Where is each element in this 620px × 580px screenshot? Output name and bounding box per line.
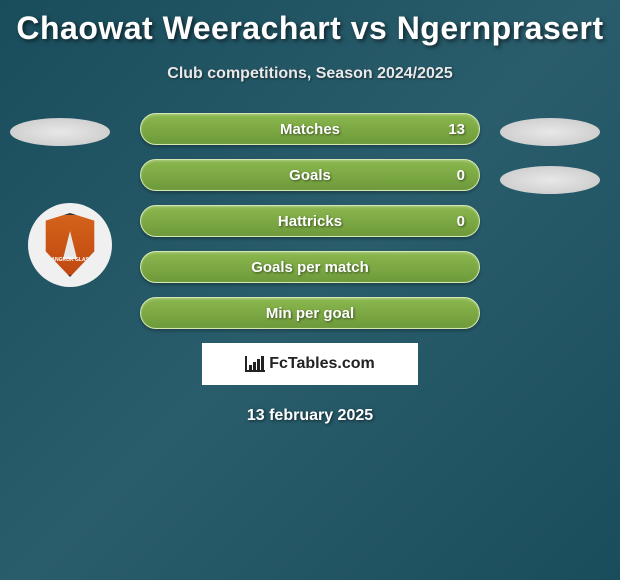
stat-label: Min per goal xyxy=(266,305,354,322)
brand-logo-text: FcTables.com xyxy=(269,355,375,373)
stats-list: Matches 13 Goals 0 Hattricks 0 Goals per… xyxy=(140,113,480,329)
page-subtitle: Club competitions, Season 2024/2025 xyxy=(0,65,620,83)
stat-value: 0 xyxy=(457,167,465,184)
stat-row-goals-per-match: Goals per match xyxy=(140,251,480,283)
stat-label: Matches xyxy=(280,121,340,138)
stat-value: 0 xyxy=(457,213,465,230)
stat-label: Goals xyxy=(289,167,331,184)
chart-icon xyxy=(245,356,265,372)
badge-label: BANGKOK GLASS xyxy=(45,257,95,263)
stat-row-matches: Matches 13 xyxy=(140,113,480,145)
player-avatar-left-placeholder xyxy=(10,118,110,146)
date-label: 13 february 2025 xyxy=(0,407,620,425)
content-area: BANGKOK GLASS Matches 13 Goals 0 Hattric… xyxy=(0,113,620,425)
page-title: Chaowat Weerachart vs Ngernprasert xyxy=(0,0,620,47)
club-badge: BANGKOK GLASS xyxy=(28,203,112,287)
stat-label: Goals per match xyxy=(251,259,369,276)
stat-value: 13 xyxy=(448,121,465,138)
stat-row-min-per-goal: Min per goal xyxy=(140,297,480,329)
player-avatar-right-placeholder-1 xyxy=(500,118,600,146)
brand-logo: FcTables.com xyxy=(202,343,418,385)
shield-icon: BANGKOK GLASS xyxy=(43,213,97,277)
stat-row-hattricks: Hattricks 0 xyxy=(140,205,480,237)
stat-row-goals: Goals 0 xyxy=(140,159,480,191)
stat-label: Hattricks xyxy=(278,213,342,230)
player-avatar-right-placeholder-2 xyxy=(500,166,600,194)
shield-inner-icon xyxy=(60,231,80,259)
